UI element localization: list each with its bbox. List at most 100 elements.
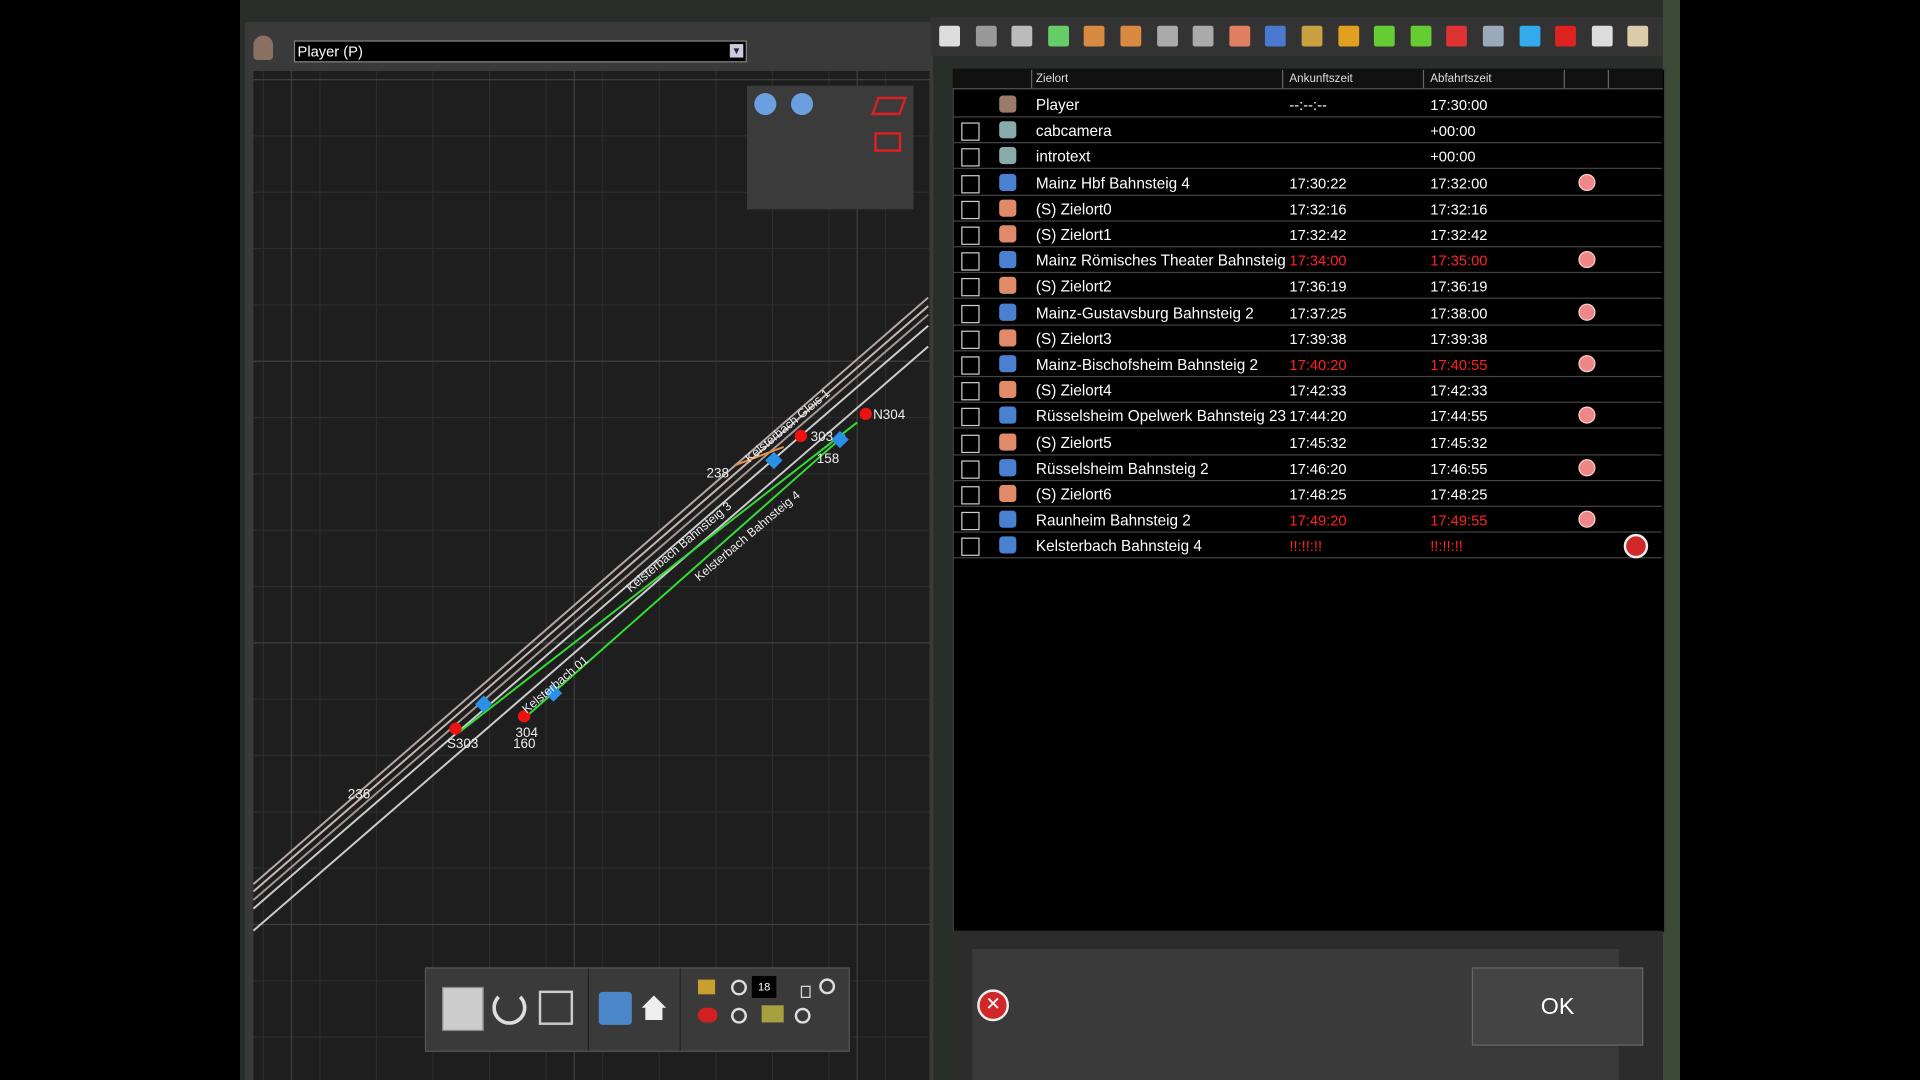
arrival-time: 17:45:32 <box>1289 434 1347 452</box>
column-divider <box>1563 69 1565 89</box>
departure-time: !!:!!:!! <box>1430 538 1463 556</box>
arrival-time: 17:36:19 <box>1289 278 1347 296</box>
destination-name: Rüsselsheim Bahnsteig 2 <box>1035 460 1209 478</box>
departure-time: 17:30:00 <box>1430 96 1488 114</box>
signal-node <box>517 710 531 723</box>
row-checkbox[interactable] <box>961 434 980 453</box>
row-checkbox[interactable] <box>961 278 980 297</box>
row-icon-passenger <box>999 251 1017 269</box>
toolbar-button[interactable] <box>1555 25 1577 47</box>
row-checkbox[interactable] <box>961 356 980 375</box>
row-checkbox[interactable] <box>961 512 980 531</box>
toolbar-button[interactable] <box>1156 25 1178 47</box>
radio[interactable] <box>731 1007 747 1024</box>
zoom-in[interactable] <box>754 93 777 116</box>
column-divider <box>1031 69 1033 89</box>
row-checkbox[interactable] <box>961 304 980 323</box>
toolbar-button[interactable] <box>1337 25 1359 47</box>
arrival-time: --:--:-- <box>1289 96 1327 114</box>
toolbar-button[interactable] <box>1301 25 1323 47</box>
row-icon-passenger <box>999 510 1017 528</box>
row-icon-waypoint <box>999 329 1017 347</box>
column-divider <box>1422 69 1425 89</box>
row-checkbox[interactable] <box>961 122 980 142</box>
toolbar-button[interactable] <box>1446 25 1468 47</box>
row-checkbox[interactable] <box>961 460 980 479</box>
row-divider <box>953 531 1662 533</box>
destination-name: (S) Zielort1 <box>1035 226 1112 244</box>
toolbar-button[interactable] <box>975 25 997 47</box>
row-icon-script <box>999 147 1017 165</box>
row-checkbox[interactable] <box>961 330 980 349</box>
fit-button[interactable] <box>442 986 484 1032</box>
toolbar-button[interactable] <box>1482 25 1504 47</box>
toolbar-button[interactable] <box>1627 25 1649 47</box>
top-toolbar <box>930 17 1663 57</box>
alarm-icon[interactable] <box>1578 407 1596 425</box>
zoom-out[interactable] <box>791 93 814 116</box>
error-icon[interactable] <box>1623 534 1649 559</box>
alarm-icon[interactable] <box>1578 510 1596 528</box>
toolbar-button[interactable] <box>1192 25 1214 47</box>
radio[interactable] <box>731 979 747 996</box>
destination-name: Mainz Römisches Theater Bahnsteig <box>1035 252 1286 270</box>
departure-time: 17:44:55 <box>1430 408 1488 426</box>
dropdown-arrow[interactable]: ▼ <box>729 44 744 58</box>
alarm-icon[interactable] <box>1578 458 1596 477</box>
marker-node <box>765 451 783 470</box>
destination-name: Mainz-Gustavsburg Bahnsteig 2 <box>1035 304 1254 322</box>
alarm-icon[interactable] <box>1578 251 1596 269</box>
radio[interactable] <box>794 1007 811 1024</box>
row-checkbox[interactable] <box>961 252 980 271</box>
row-checkbox[interactable] <box>961 174 980 193</box>
arrival-time: 17:37:25 <box>1289 304 1347 322</box>
row-divider <box>953 246 1662 248</box>
destination-name: (S) Zielort6 <box>1035 486 1112 504</box>
row-icon-passenger <box>999 458 1017 477</box>
row-checkbox[interactable] <box>961 200 980 219</box>
signal-node <box>859 407 872 421</box>
alarm-icon[interactable] <box>1578 173 1596 191</box>
radio[interactable] <box>819 978 836 995</box>
row-checkbox[interactable] <box>961 538 980 557</box>
row-icon-passenger <box>999 173 1017 191</box>
departure-time: 17:42:33 <box>1430 382 1488 400</box>
toolbar-button[interactable] <box>1011 25 1033 47</box>
map-toolbar: 18 <box>424 967 850 1052</box>
row-checkbox[interactable] <box>961 408 980 427</box>
toolbar-button[interactable] <box>1265 25 1287 47</box>
toolbar-button[interactable] <box>1410 25 1432 47</box>
row-icon-passenger <box>999 303 1017 321</box>
toolbar-button[interactable] <box>1229 25 1250 47</box>
dropdown-text: Player (P) <box>297 42 363 61</box>
toolbar-button[interactable] <box>1374 25 1395 47</box>
toolbar-button[interactable] <box>1047 25 1069 47</box>
toolbar-button[interactable] <box>1084 25 1105 47</box>
edit-tool[interactable] <box>874 132 902 152</box>
row-checkbox[interactable] <box>961 382 980 401</box>
globe-button[interactable] <box>598 991 632 1025</box>
rotate-button[interactable] <box>492 990 527 1025</box>
ok-button[interactable]: OK <box>1471 967 1644 1046</box>
row-checkbox[interactable] <box>961 148 980 168</box>
alarm-icon[interactable] <box>1578 355 1596 373</box>
toolbar-button[interactable] <box>1591 25 1613 47</box>
move-button[interactable] <box>538 990 574 1025</box>
row-checkbox[interactable] <box>961 486 980 505</box>
alarm-icon[interactable] <box>1578 303 1596 321</box>
toolbar-button[interactable] <box>1519 25 1540 47</box>
destination-name: (S) Zielort0 <box>1035 200 1112 218</box>
cancel-button[interactable]: ✕ <box>977 989 1009 1022</box>
home-button[interactable] <box>641 995 667 1021</box>
toolbar-button[interactable] <box>1120 25 1142 47</box>
map-label: 160 <box>513 736 535 751</box>
eraser-tool[interactable] <box>870 96 908 116</box>
row-checkbox[interactable] <box>961 226 980 245</box>
player-dropdown[interactable]: Player (P) ▼ <box>293 40 747 63</box>
ok-label: OK <box>1540 994 1575 1021</box>
toolbar-button[interactable] <box>939 25 961 47</box>
train-icon <box>697 1007 718 1023</box>
departure-time: 17:45:32 <box>1430 434 1488 452</box>
